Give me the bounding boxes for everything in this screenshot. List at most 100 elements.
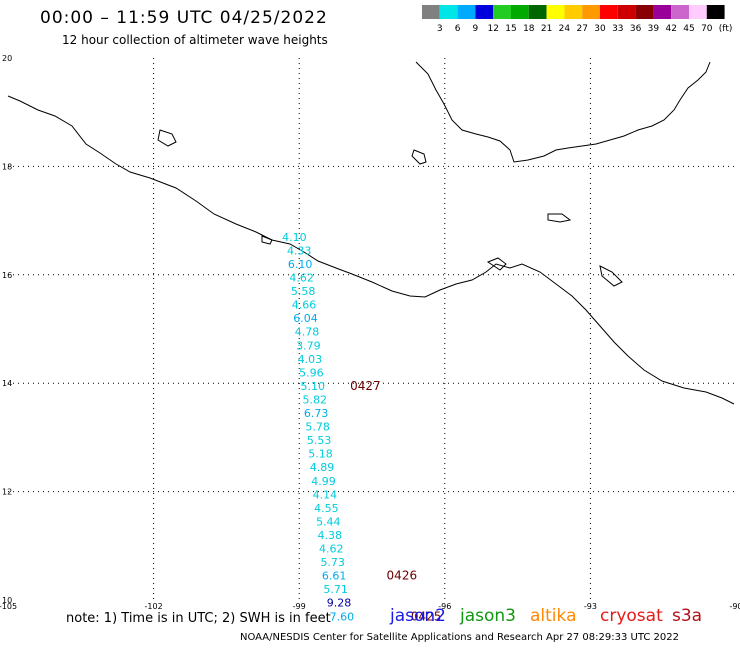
mexico-pacific-coast bbox=[7, 95, 735, 405]
colorbar-label: 30 bbox=[594, 24, 606, 34]
lat-tick-label: 16 bbox=[2, 271, 12, 280]
lon-tick-label: -99 bbox=[293, 602, 306, 611]
colorbar-swatch bbox=[600, 5, 618, 19]
swh-value: 4.55 bbox=[314, 502, 339, 515]
track-labels: 0427 0426 0425 bbox=[350, 379, 441, 623]
colorbar-swatch bbox=[511, 5, 529, 19]
inland-lake bbox=[547, 213, 572, 223]
colorbar-swatch bbox=[457, 5, 476, 19]
swh-value: 6.61 bbox=[322, 570, 347, 583]
inland-lake bbox=[157, 129, 177, 147]
colorbar-swatch bbox=[635, 5, 654, 19]
colorbar-label: 24 bbox=[559, 24, 571, 34]
inland-lake bbox=[486, 257, 507, 271]
colorbar-swatch bbox=[422, 5, 440, 19]
colorbar-label: 18 bbox=[523, 24, 535, 34]
colorbar-label: 36 bbox=[630, 24, 642, 34]
track-date-label: 0427 bbox=[350, 379, 381, 393]
swh-value: 5.71 bbox=[323, 583, 348, 596]
colorbar-swatch bbox=[528, 5, 547, 19]
colorbar-label: 39 bbox=[648, 24, 660, 34]
swh-value: 5.96 bbox=[299, 366, 324, 379]
swh-value: 6.10 bbox=[288, 258, 313, 271]
colorbar-label: 45 bbox=[683, 24, 694, 34]
swh-value: 5.44 bbox=[316, 515, 341, 528]
swh-value: 4.62 bbox=[319, 543, 344, 556]
lat-tick-label: 10 bbox=[2, 596, 12, 605]
colorbar: 3 6 9 12 15 18 21 24 27 30 33 36 39 42 45 70 (ft) bbox=[422, 5, 732, 34]
swh-value: 6.73 bbox=[304, 407, 329, 420]
swh-value: 5.58 bbox=[291, 285, 316, 298]
colorbar-label: 33 bbox=[612, 24, 623, 34]
swh-value: 4.66 bbox=[292, 299, 317, 312]
lat-tick-label: 20 bbox=[2, 54, 12, 63]
swh-value: 5.73 bbox=[320, 556, 345, 569]
mission-jason2: jason2 bbox=[390, 606, 446, 626]
colorbar-swatch bbox=[617, 5, 636, 19]
colorbar-swatch bbox=[439, 5, 458, 19]
swh-value: 5.82 bbox=[302, 393, 327, 406]
swh-value: 4.78 bbox=[295, 326, 320, 339]
lat-tick-label: 14 bbox=[2, 379, 12, 388]
colorbar-label: 9 bbox=[473, 24, 479, 34]
swh-value: 6.04 bbox=[293, 312, 318, 325]
colorbar-label: 42 bbox=[665, 24, 676, 34]
colorbar-label: 3 bbox=[437, 24, 443, 34]
swh-value: 3.79 bbox=[296, 339, 321, 352]
mission-s3a: s3a bbox=[672, 606, 703, 626]
swh-value: 5.53 bbox=[307, 434, 332, 447]
colorbar-label: 6 bbox=[455, 24, 461, 34]
coastline bbox=[7, 61, 735, 405]
swh-value: 5.18 bbox=[308, 448, 333, 461]
colorbar-swatch bbox=[582, 5, 600, 19]
colorbar-swatch bbox=[653, 5, 672, 19]
lat-tick-label: 12 bbox=[2, 488, 12, 497]
lagoon bbox=[261, 235, 273, 245]
colorbar-swatch bbox=[564, 5, 583, 19]
swh-value: 4.10 bbox=[282, 231, 307, 244]
colorbar-swatch bbox=[706, 5, 725, 19]
track-date-label: 0425 bbox=[411, 609, 442, 623]
swh-value: 5.10 bbox=[301, 380, 326, 393]
inland-lake bbox=[599, 265, 623, 287]
swh-value: 4.38 bbox=[318, 529, 343, 542]
colorbar-label: 12 bbox=[487, 24, 498, 34]
colorbar-label: 21 bbox=[541, 24, 552, 34]
swh-value: 4.14 bbox=[313, 488, 338, 501]
colorbar-unit: (ft) bbox=[719, 24, 733, 34]
colorbar-swatch bbox=[475, 5, 494, 19]
swh-value: 9.28 bbox=[327, 597, 352, 610]
mission-cryosat: cryosat bbox=[600, 606, 663, 626]
swh-value: 5.78 bbox=[305, 421, 330, 434]
inland-lake bbox=[411, 149, 427, 165]
lat-tick-label: 18 bbox=[2, 162, 12, 171]
colorbar-label: 70 bbox=[701, 24, 713, 34]
swh-value: 4.03 bbox=[298, 353, 323, 366]
swh-value: 4.89 bbox=[310, 461, 335, 474]
colorbar-swatch bbox=[493, 5, 511, 19]
colorbar-swatch bbox=[671, 5, 689, 19]
page-subtitle: 12 hour collection of altimeter wave hei… bbox=[62, 33, 328, 47]
lon-tick-label: -105 bbox=[0, 602, 17, 611]
lon-tick-label: -96 bbox=[438, 602, 451, 611]
page-title: 00:00 – 11:59 UTC 04/25/2022 bbox=[40, 8, 328, 28]
lon-tick-label: -102 bbox=[145, 602, 163, 611]
colorbar-swatch bbox=[689, 5, 707, 19]
colorbar-label: 15 bbox=[505, 24, 516, 34]
swh-value: 4.99 bbox=[311, 475, 336, 488]
units-note: note: 1) Time is in UTC; 2) SWH is in fe… bbox=[66, 611, 331, 626]
colorbar-label: 27 bbox=[576, 24, 587, 34]
mission-altika: altika bbox=[530, 606, 577, 626]
colorbar-swatch bbox=[546, 5, 565, 19]
mission-jason3: jason3 bbox=[460, 606, 516, 626]
map-grid bbox=[8, 58, 736, 600]
lon-tick-label: -93 bbox=[584, 602, 597, 611]
footer-credit: NOAA/NESDIS Center for Satellite Applica… bbox=[240, 632, 679, 643]
swh-value: 7.60 bbox=[330, 610, 355, 623]
axis-labels: -105 -102 -99 -96 -93 -90 20 18 16 14 12 10 bbox=[0, 54, 740, 611]
track-date-label: 0426 bbox=[387, 569, 418, 583]
swh-observations: 4.104.336.104.625.584.666.044.783.794.03… bbox=[282, 231, 354, 623]
swh-value: 4.62 bbox=[289, 272, 314, 285]
lon-tick-label: -90 bbox=[729, 602, 740, 611]
